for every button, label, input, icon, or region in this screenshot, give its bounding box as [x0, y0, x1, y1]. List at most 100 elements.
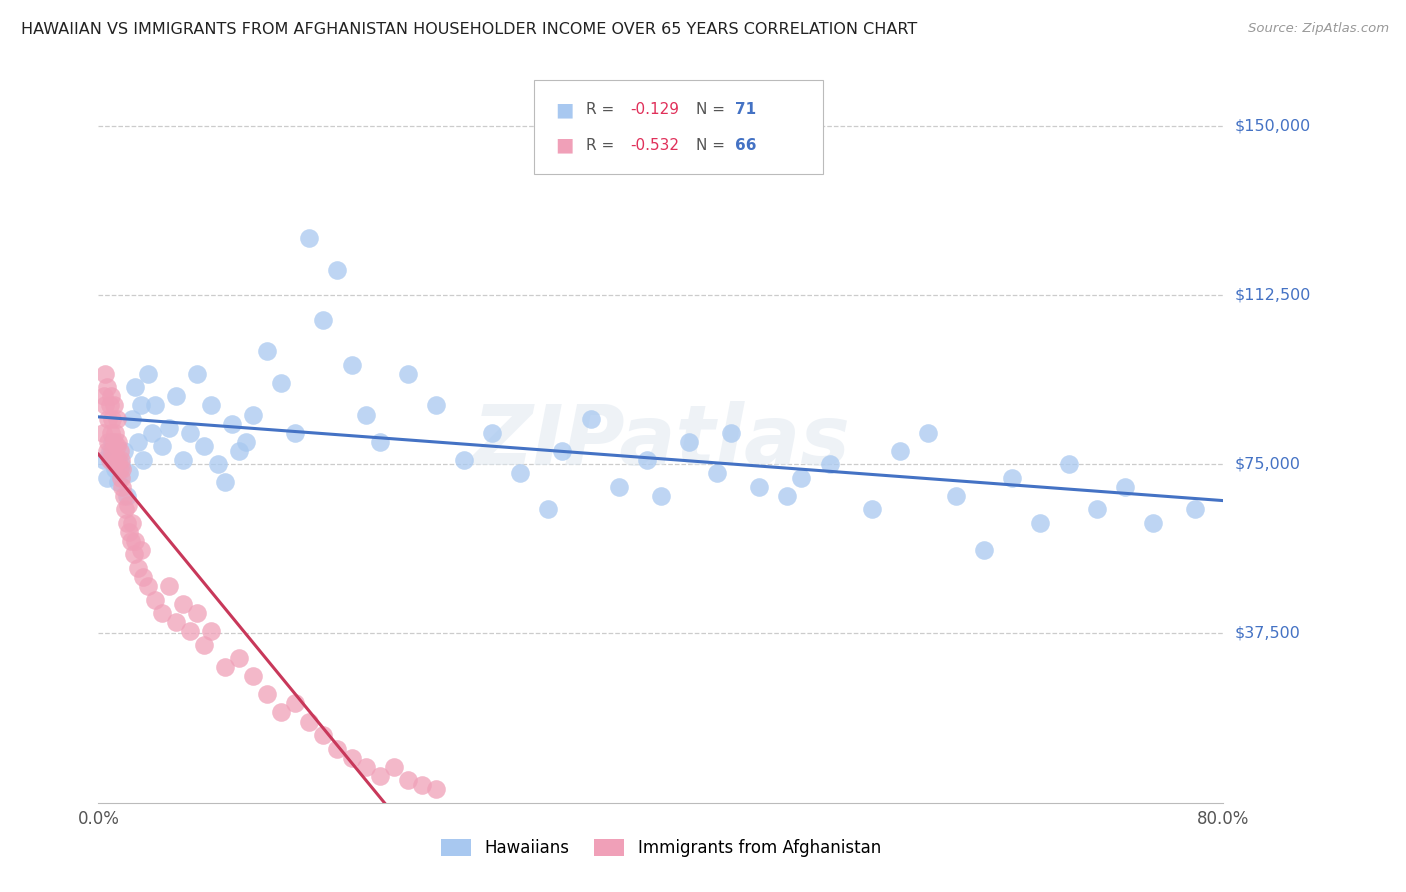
Point	[143, 592, 166, 607]
Point	[98, 443, 121, 458]
Point	[396, 367, 419, 381]
Point	[105, 412, 128, 426]
Point	[110, 457, 132, 471]
Point	[157, 579, 180, 593]
Point	[382, 760, 405, 774]
Point	[776, 489, 799, 503]
Text: R =: R =	[586, 103, 620, 117]
Text: HAWAIIAN VS IMMIGRANTS FROM AFGHANISTAN HOUSEHOLDER INCOME OVER 65 YEARS CORRELA: HAWAIIAN VS IMMIGRANTS FROM AFGHANISTAN …	[21, 22, 917, 37]
Point	[117, 498, 139, 512]
Text: $150,000: $150,000	[1234, 118, 1310, 133]
Point	[93, 452, 115, 467]
Point	[242, 408, 264, 422]
Point	[945, 489, 967, 503]
Point	[509, 466, 531, 480]
Point	[193, 439, 215, 453]
Point	[124, 533, 146, 548]
Point	[214, 660, 236, 674]
Point	[425, 399, 447, 413]
Point	[179, 425, 201, 440]
Point	[101, 434, 124, 449]
Point	[107, 452, 129, 467]
Point	[748, 480, 770, 494]
Point	[132, 452, 155, 467]
Point	[340, 358, 363, 372]
Point	[917, 425, 939, 440]
Point	[354, 408, 377, 422]
Point	[298, 714, 321, 729]
Point	[143, 399, 166, 413]
Point	[129, 399, 152, 413]
Point	[228, 443, 250, 458]
Point	[256, 344, 278, 359]
Point	[889, 443, 911, 458]
Text: -0.532: -0.532	[630, 138, 679, 153]
Point	[104, 457, 127, 471]
Point	[150, 606, 173, 620]
Point	[270, 376, 292, 390]
Point	[579, 412, 602, 426]
Point	[127, 434, 149, 449]
Text: $112,500: $112,500	[1234, 287, 1310, 302]
Text: 66: 66	[735, 138, 756, 153]
Point	[111, 461, 134, 475]
Point	[650, 489, 672, 503]
Point	[186, 606, 208, 620]
Point	[132, 570, 155, 584]
Point	[96, 471, 118, 485]
Point	[94, 367, 117, 381]
Point	[108, 461, 131, 475]
Point	[228, 651, 250, 665]
Point	[98, 452, 121, 467]
Point	[118, 524, 141, 539]
Point	[101, 412, 124, 426]
Point	[790, 471, 813, 485]
Point	[720, 425, 742, 440]
Point	[453, 452, 475, 467]
Point	[129, 543, 152, 558]
Text: N =: N =	[696, 138, 730, 153]
Point	[636, 452, 658, 467]
Point	[270, 706, 292, 720]
Point	[1029, 516, 1052, 530]
Text: ■: ■	[555, 100, 574, 120]
Point	[120, 533, 142, 548]
Point	[1057, 457, 1080, 471]
Text: ■: ■	[555, 136, 574, 155]
Text: ZIPatlas: ZIPatlas	[472, 401, 849, 482]
Point	[118, 466, 141, 480]
Point	[136, 579, 159, 593]
Point	[973, 543, 995, 558]
Point	[157, 421, 180, 435]
Point	[165, 389, 187, 403]
Point	[1114, 480, 1136, 494]
Point	[121, 516, 143, 530]
Point	[112, 443, 135, 458]
Text: N =: N =	[696, 103, 730, 117]
Point	[1085, 502, 1108, 516]
Point	[312, 728, 335, 742]
Point	[101, 443, 124, 458]
Point	[104, 461, 127, 475]
Point	[411, 778, 433, 792]
Point	[221, 417, 243, 431]
Point	[122, 548, 145, 562]
Point	[98, 399, 121, 413]
Point	[706, 466, 728, 480]
Point	[312, 312, 335, 326]
Point	[368, 769, 391, 783]
Text: Source: ZipAtlas.com: Source: ZipAtlas.com	[1249, 22, 1389, 36]
Point	[326, 741, 349, 756]
Point	[94, 399, 117, 413]
Point	[193, 638, 215, 652]
Point	[1184, 502, 1206, 516]
Point	[207, 457, 229, 471]
Point	[678, 434, 700, 449]
Point	[1142, 516, 1164, 530]
Point	[354, 760, 377, 774]
Point	[114, 502, 136, 516]
Point	[186, 367, 208, 381]
Point	[165, 615, 187, 630]
Point	[96, 443, 118, 458]
Point	[172, 597, 194, 611]
